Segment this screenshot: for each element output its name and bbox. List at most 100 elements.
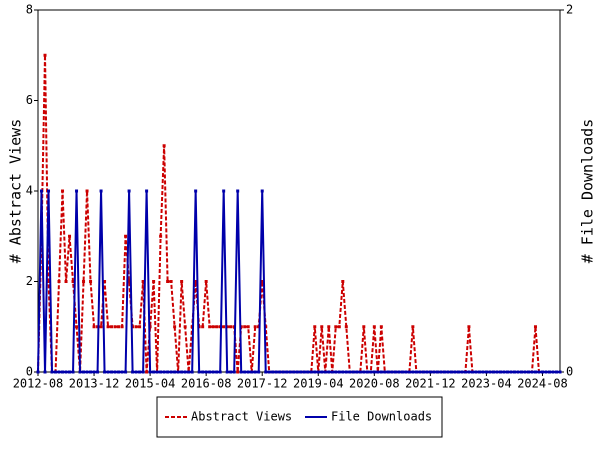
point-marker — [432, 370, 436, 374]
point-marker — [327, 370, 331, 374]
point-marker — [278, 370, 282, 374]
point-marker — [250, 370, 254, 374]
point-marker — [54, 370, 58, 374]
x-tick-label: 2012-08 — [13, 377, 64, 391]
x-tick-label: 2017-12 — [237, 377, 288, 391]
point-marker — [414, 370, 418, 374]
point-marker — [145, 370, 149, 374]
y-tick-label: 8 — [26, 3, 33, 17]
point-marker — [92, 325, 96, 329]
point-marker — [323, 370, 327, 374]
point-marker — [117, 370, 121, 374]
point-marker — [89, 280, 93, 283]
point-marker — [477, 370, 481, 374]
point-marker — [43, 53, 47, 57]
point-marker — [173, 325, 177, 329]
x-tick-label: 2024-08 — [517, 377, 568, 391]
point-marker — [208, 325, 212, 329]
point-marker — [47, 189, 51, 193]
point-marker — [267, 370, 271, 374]
point-marker — [533, 325, 537, 329]
point-marker — [134, 325, 138, 329]
point-marker — [120, 370, 124, 374]
point-marker — [435, 370, 439, 374]
point-marker — [229, 325, 233, 329]
point-marker — [467, 325, 471, 329]
point-marker — [169, 280, 173, 283]
point-marker — [152, 280, 156, 283]
y2-axis-title: # File Downloads — [579, 119, 597, 264]
point-marker — [232, 370, 236, 374]
point-marker — [428, 370, 432, 374]
point-marker — [180, 280, 184, 283]
point-marker — [453, 370, 457, 374]
point-marker — [92, 370, 96, 374]
y-axis-title: # Abstract Views — [7, 119, 25, 264]
point-marker — [467, 370, 471, 374]
point-marker — [204, 280, 208, 283]
point-marker — [68, 234, 72, 238]
point-marker — [138, 370, 142, 374]
x-tick-label: 2020-08 — [349, 377, 400, 391]
point-marker — [439, 370, 443, 374]
point-marker — [320, 325, 324, 329]
point-marker — [113, 325, 117, 329]
point-marker — [474, 370, 478, 374]
point-marker — [57, 280, 61, 283]
point-marker — [152, 370, 156, 374]
point-marker — [134, 370, 138, 374]
x-tick-label: 2023-04 — [461, 377, 512, 391]
y2-tick-label: 2 — [566, 3, 573, 17]
point-marker — [120, 325, 124, 329]
point-marker — [215, 370, 219, 374]
y-tick-label: 2 — [26, 274, 33, 288]
point-marker — [551, 370, 555, 374]
point-marker — [218, 370, 222, 374]
point-marker — [103, 370, 107, 374]
point-marker — [509, 370, 513, 374]
point-marker — [176, 370, 180, 374]
point-marker — [180, 370, 184, 374]
point-marker — [85, 370, 89, 374]
point-marker — [547, 370, 551, 374]
point-marker — [390, 370, 394, 374]
point-marker — [558, 370, 562, 374]
point-marker — [411, 325, 415, 329]
point-marker — [355, 370, 359, 374]
point-marker — [334, 370, 338, 374]
point-marker — [281, 370, 285, 374]
point-marker — [159, 234, 163, 238]
point-marker — [204, 370, 208, 374]
point-marker — [442, 370, 446, 374]
point-marker — [166, 280, 170, 283]
point-marker — [75, 189, 79, 193]
point-marker — [78, 370, 82, 374]
point-marker — [71, 370, 75, 374]
point-marker — [544, 370, 548, 374]
point-marker — [530, 370, 534, 374]
point-marker — [421, 370, 425, 374]
point-marker — [460, 370, 464, 374]
point-marker — [64, 370, 68, 374]
point-marker — [138, 325, 142, 329]
point-marker — [169, 370, 173, 374]
point-marker — [313, 325, 317, 329]
point-marker — [516, 370, 520, 374]
point-marker — [162, 370, 166, 374]
point-marker — [64, 280, 68, 283]
point-marker — [362, 325, 366, 329]
point-marker — [334, 325, 338, 329]
point-marker — [236, 370, 240, 374]
point-marker — [201, 325, 205, 329]
point-marker — [166, 370, 170, 374]
x-tick-label: 2015-04 — [125, 377, 176, 391]
point-marker — [264, 370, 268, 374]
point-marker — [358, 370, 362, 374]
point-marker — [236, 189, 240, 193]
point-marker — [344, 370, 348, 374]
point-marker — [533, 370, 537, 374]
point-marker — [131, 370, 135, 374]
point-marker — [288, 370, 292, 374]
point-marker — [222, 325, 226, 329]
